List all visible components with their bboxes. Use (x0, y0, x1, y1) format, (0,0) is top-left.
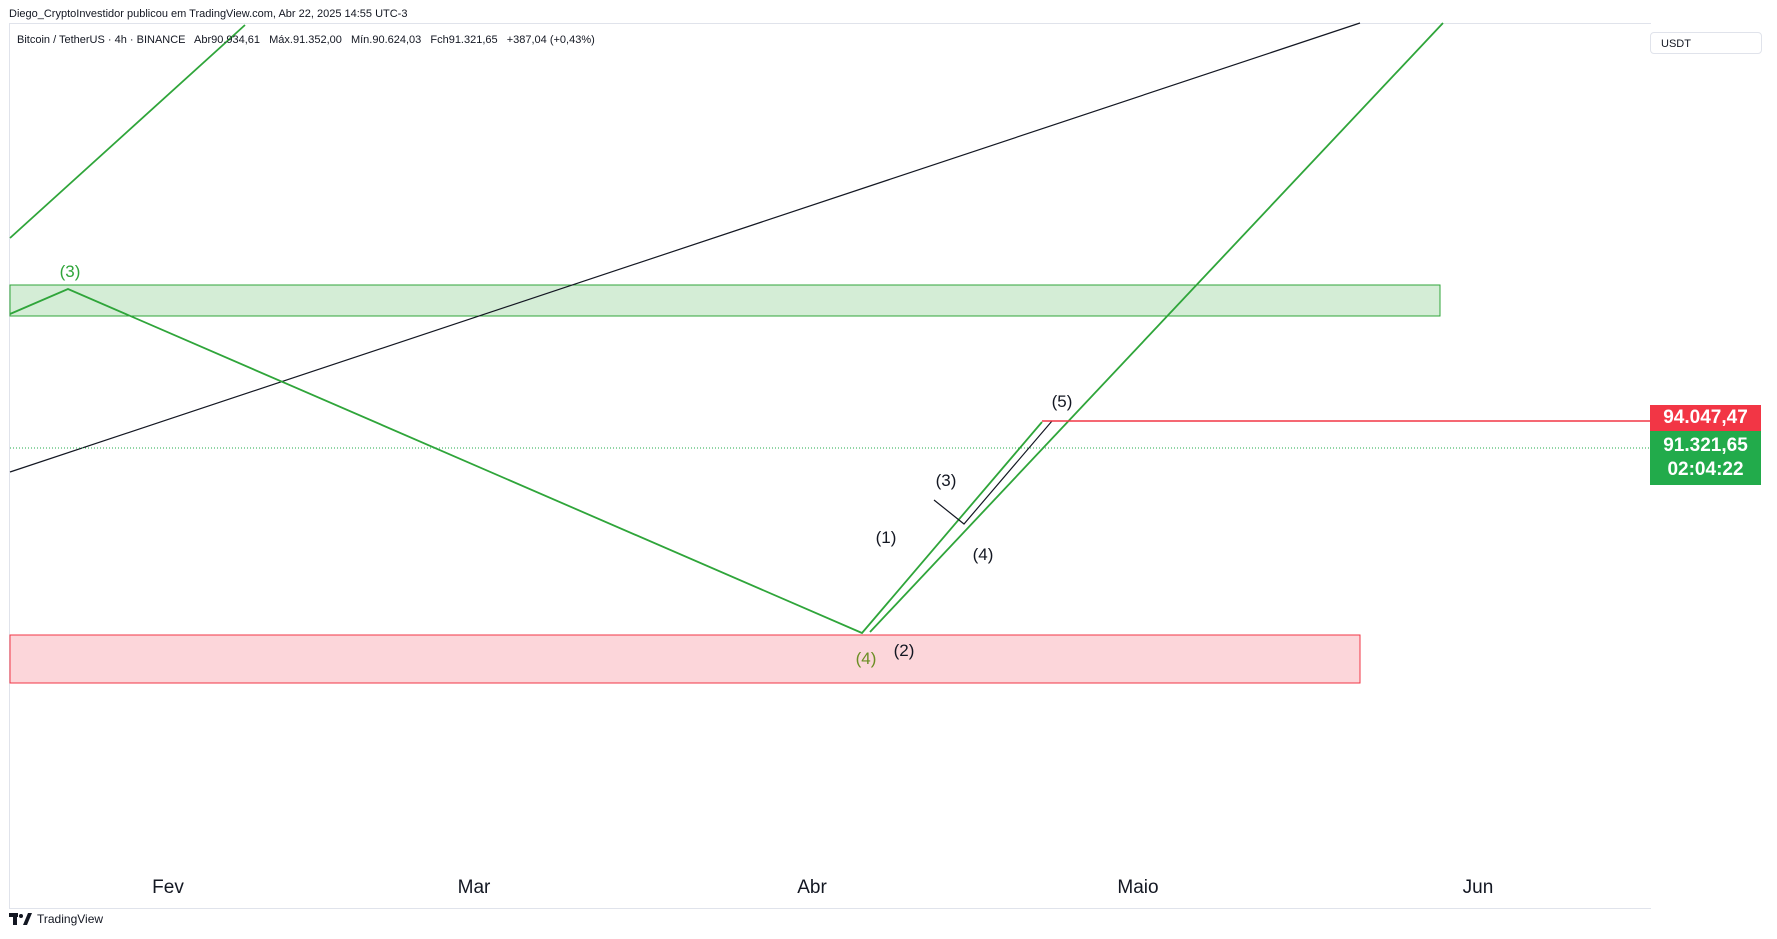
last-price-tag: 91.321,65 02:04:22 (1650, 431, 1761, 485)
wave-label-2: (2) (894, 641, 915, 660)
tradingview-brand: TradingView (37, 912, 103, 926)
wave-label-5: (5) (1052, 392, 1073, 411)
last-price-value: 91.321,65 (1650, 434, 1761, 458)
chart-drawings (10, 23, 1650, 683)
time-tick-label: Jun (1463, 877, 1494, 898)
green-channel-line (10, 25, 245, 238)
wave-label-green-4: (4) (856, 649, 877, 668)
resistance-zone (10, 285, 1440, 316)
time-tick-label: Mar (458, 877, 491, 898)
projection-line (870, 23, 1443, 632)
currency-selector[interactable]: USDT (1650, 32, 1762, 54)
long-trendline (10, 23, 1360, 472)
wave-label-1: (1) (876, 528, 897, 547)
change-value: +387,04 (+0,43%) (507, 34, 595, 46)
tradingview-logo-icon (9, 913, 33, 925)
low-value: Mín.90.624,03 (351, 34, 421, 46)
close-value: Fch91.321,65 (430, 34, 497, 46)
symbol-name[interactable]: Bitcoin / TetherUS · 4h · BINANCE (17, 34, 186, 46)
time-tick-label: Maio (1117, 877, 1158, 898)
symbol-legend[interactable]: Bitcoin / TetherUS · 4h · BINANCE Abr90.… (17, 34, 601, 46)
support-zone (10, 635, 1360, 683)
time-tick-label: Fev (152, 877, 184, 898)
time-axis: Fev Mar Abr Maio Jun (152, 877, 1493, 898)
wave-label-3: (3) (936, 471, 957, 490)
wave-label-green-3: (3) (60, 262, 81, 281)
tradingview-branding[interactable]: TradingView (9, 912, 103, 926)
target-price-tag: 94.047,47 (1650, 405, 1761, 431)
high-value: Máx.91.352,00 (269, 34, 342, 46)
wave-path-green (10, 289, 1042, 633)
wave-label-4: (4) (973, 545, 994, 564)
wave-labels: (3) (4) (1) (2) (3) (4) (5) (60, 262, 1073, 668)
time-tick-label: Abr (797, 877, 827, 898)
bar-countdown: 02:04:22 (1650, 458, 1761, 482)
open-value: Abr90.934,61 (194, 34, 260, 46)
